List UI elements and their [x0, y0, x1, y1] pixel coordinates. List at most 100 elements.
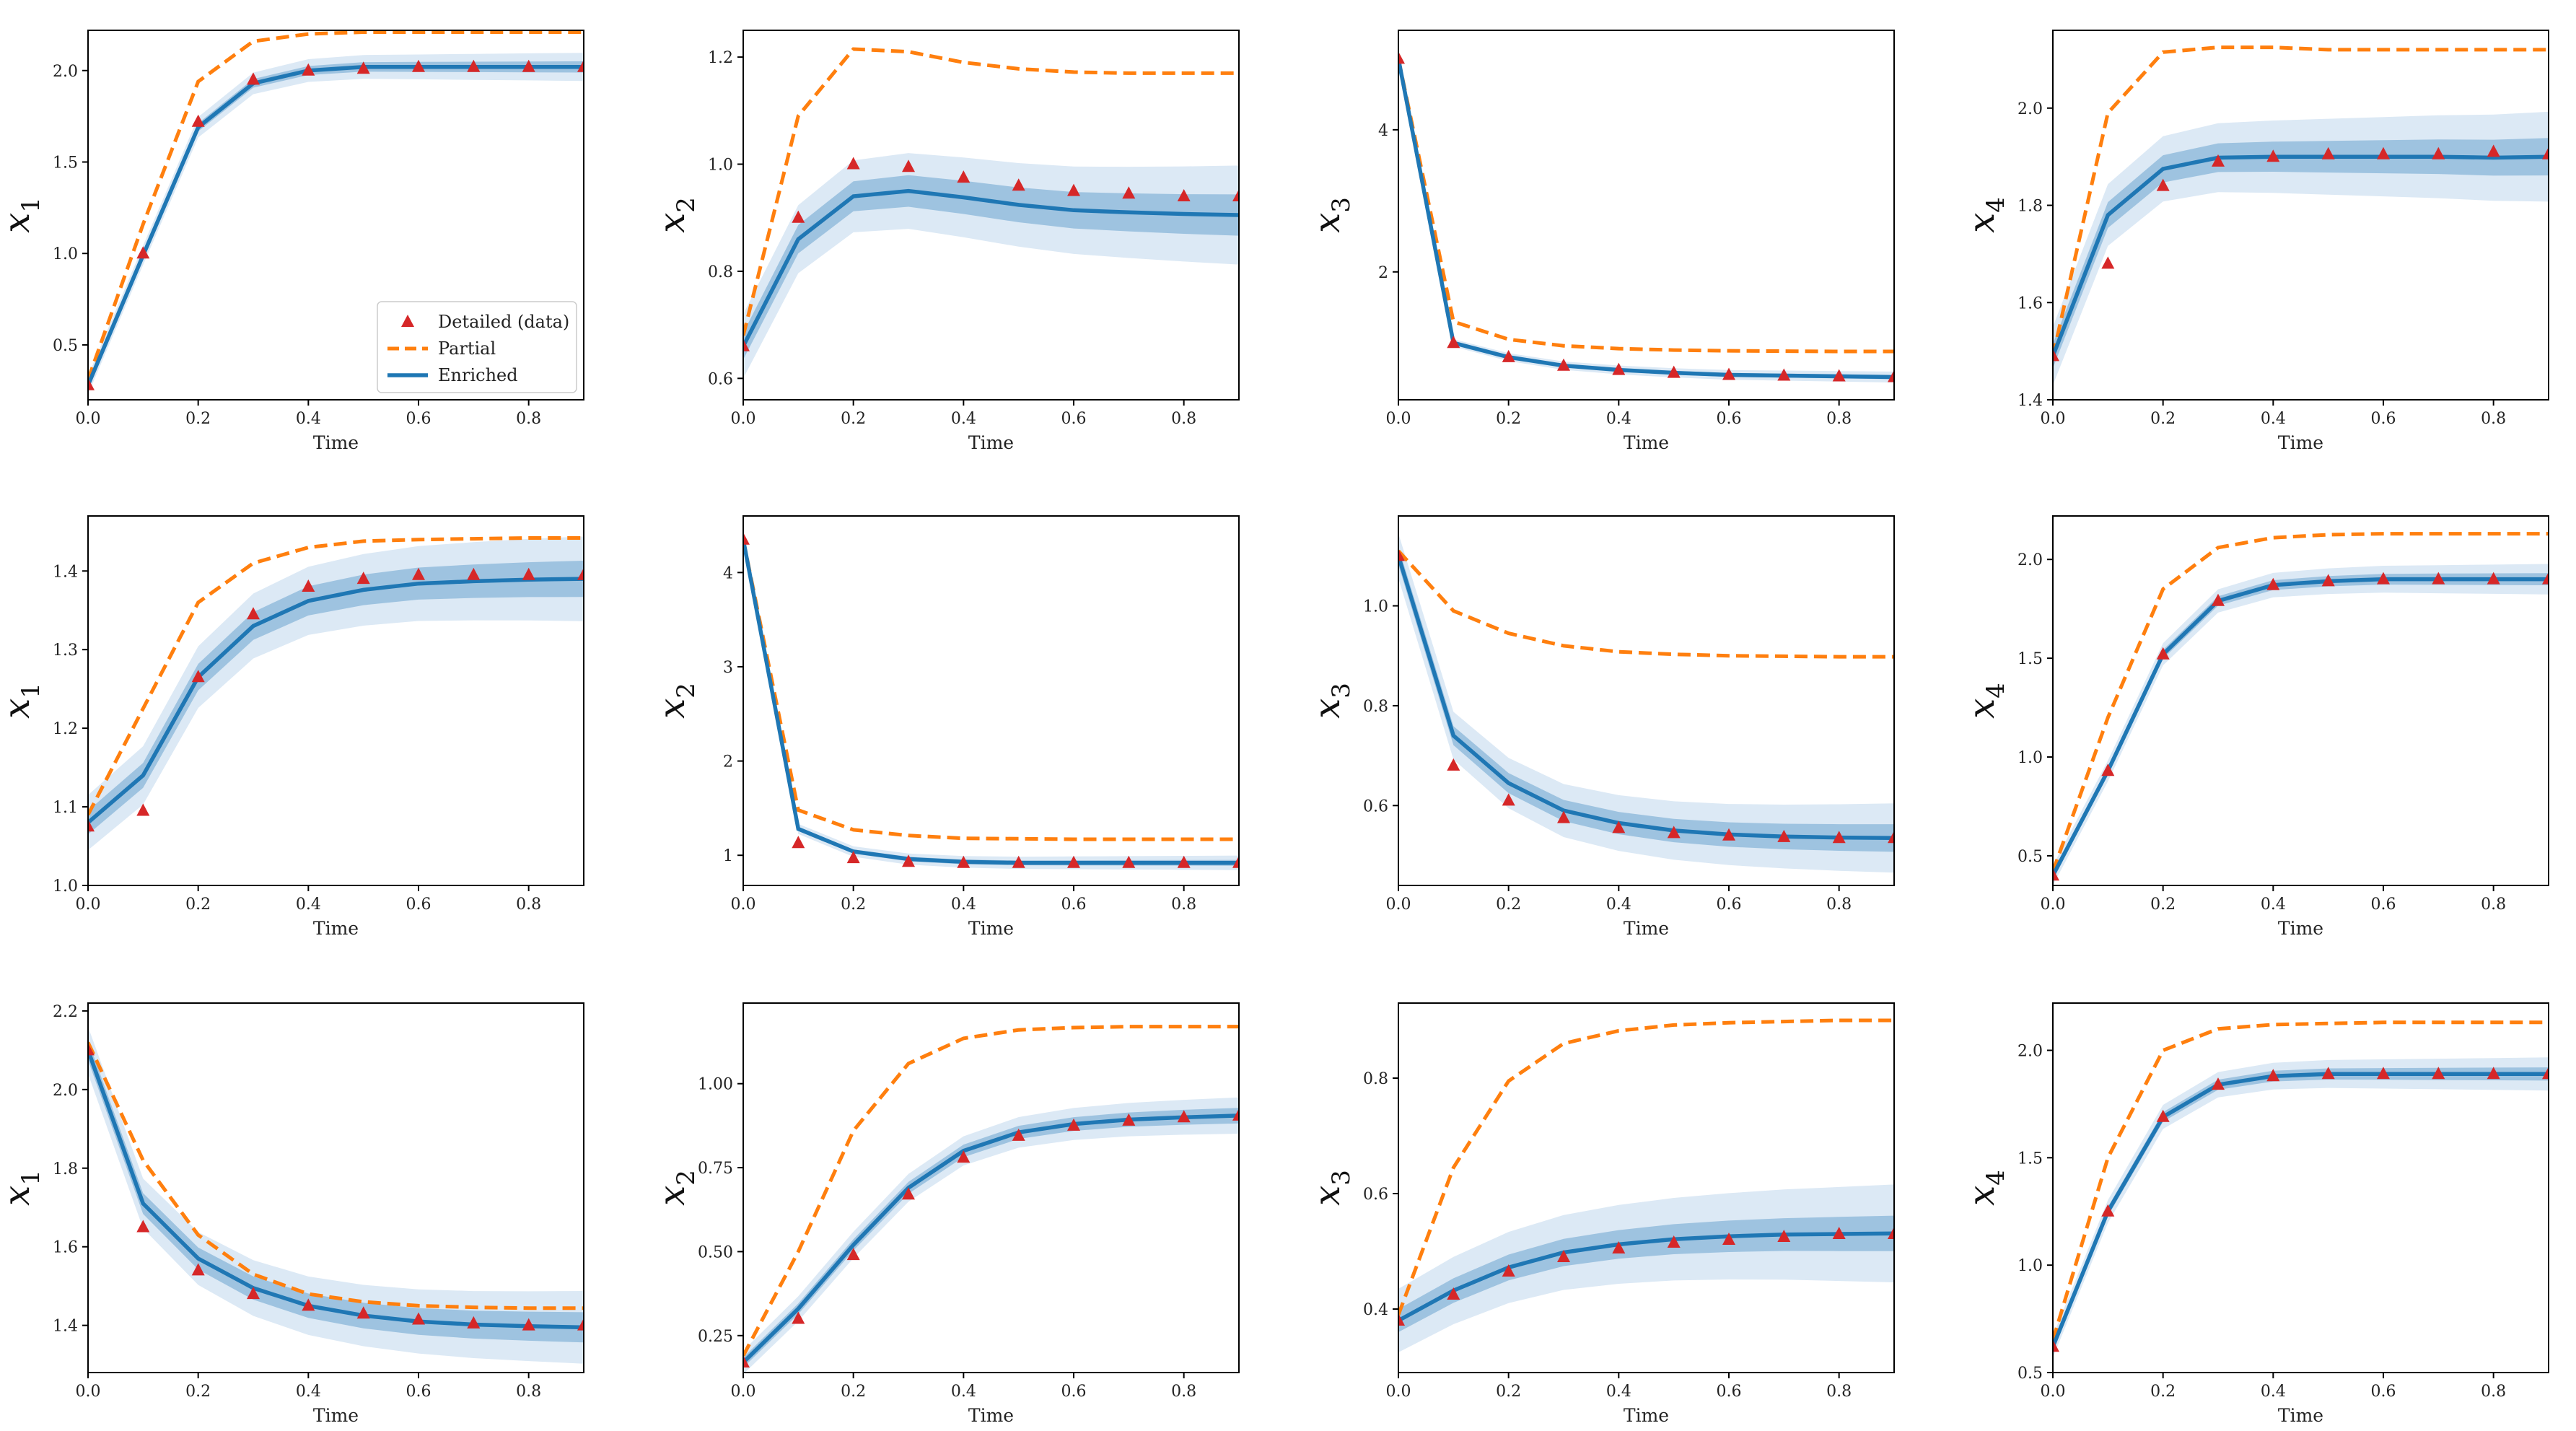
enriched-series-line: [743, 188, 1239, 348]
y-tick-label: 2: [1378, 264, 1388, 282]
detailed-data-point: [467, 567, 481, 580]
detailed-data-point: [1557, 810, 1570, 823]
plot-area: [2053, 1020, 2549, 1358]
x-axis-label: Time: [968, 918, 1014, 939]
detailed-data-point: [957, 1150, 971, 1163]
detailed-data-point: [1177, 1110, 1191, 1123]
enriched-series-line: [88, 64, 584, 386]
x-axis-label: Time: [968, 432, 1014, 453]
x-tick-label: 0.6: [2371, 896, 2396, 914]
partial-series-line: [2053, 45, 2549, 356]
subplot-2-4: 0.0 0.2 0.4 0.6 0.8 0.5 1.0 1.5 2.0 Time x4: [1961, 515, 2549, 939]
x-tick-label: 0.2: [185, 1383, 211, 1401]
detailed-data-point: [2542, 146, 2549, 159]
x-tick-label: 0.8: [1826, 896, 1852, 914]
detailed-data-point: [302, 1298, 315, 1311]
x-tick-label: 0.0: [1386, 410, 1411, 428]
enriched-outer-band: [1398, 1184, 1894, 1352]
y-axis-label: x4: [1961, 1170, 2010, 1206]
axes-frame: [1398, 30, 1895, 401]
enriched-series-line: [88, 577, 584, 824]
detailed-data-point: [247, 1287, 260, 1300]
y-tick-label: 1.0: [2018, 749, 2043, 767]
x-axis-label: Time: [2278, 432, 2323, 453]
detailed-data-point: [2266, 1069, 2280, 1082]
y-tick-label: 1.5: [53, 154, 78, 172]
detailed-data-point: [902, 159, 915, 172]
detailed-data-point: [1067, 183, 1080, 196]
y-tick-label: 1.1: [53, 799, 78, 817]
x-tick-label: 0.2: [1496, 410, 1521, 428]
x-tick-label: 0.4: [296, 410, 321, 428]
subplot-1-4: 0.0 0.2 0.4 0.6 0.8 1.4 1.6 1.8 2.0 Time x4: [1961, 30, 2549, 453]
y-tick-label: 0.5: [53, 337, 78, 355]
y-tick-label: 4: [1378, 122, 1388, 140]
enriched-series-line: [743, 539, 1239, 865]
y-tick-label: 2.0: [53, 1082, 78, 1100]
x-axis-label: Time: [313, 432, 359, 453]
detailed-data-point: [1722, 1233, 1735, 1245]
legend-detailed-label: Detailed (data): [438, 312, 569, 332]
x-tick-label: 0.0: [76, 896, 101, 914]
x-tick-label: 0.2: [841, 410, 866, 428]
plot-area: [1398, 1018, 1894, 1352]
detailed-data-point: [2266, 149, 2280, 162]
x-tick-label: 0.0: [2041, 896, 2066, 914]
detailed-data-point: [902, 1187, 915, 1200]
enriched-series-line: [1398, 58, 1894, 380]
x-tick-label: 0.4: [1606, 410, 1631, 428]
enriched-outer-band: [1398, 55, 1894, 383]
partial-series-line: [1398, 1018, 1894, 1316]
enriched-outer-band: [2053, 111, 2549, 385]
detailed-data-point: [1612, 362, 1626, 375]
x-tick-label: 0.8: [1171, 410, 1196, 428]
legend-detailed-marker: [401, 315, 414, 327]
y-tick-label: 1.2: [708, 49, 733, 67]
detailed-data-point: [2487, 572, 2500, 585]
plot-area: [88, 536, 584, 850]
x-axis-label: Time: [313, 1405, 359, 1426]
axes-frame: [2052, 515, 2549, 886]
detailed-data-point: [191, 670, 205, 683]
y-axis-label: x2: [651, 683, 701, 719]
x-tick-label: 0.0: [731, 896, 756, 914]
partial-series-line: [1398, 58, 1894, 354]
detailed-data-point: [2321, 146, 2335, 159]
x-tick-label: 0.4: [2261, 1383, 2286, 1401]
detailed-data-point: [467, 59, 481, 72]
detailed-data-point: [2377, 146, 2390, 159]
y-tick-label: 2: [723, 753, 733, 771]
subplot-1-1: 0.0 0.2 0.4 0.6 0.8 0.5 1.0 1.5 2.0 Time x1 Detaile…: [0, 30, 584, 453]
detailed-data-point: [1398, 51, 1405, 64]
x-tick-label: 0.2: [185, 896, 211, 914]
y-tick-label: 1.2: [53, 720, 78, 738]
subplot-1-3: 0.0 0.2 0.4 0.6 0.8 2 4 Time x3: [1306, 30, 1895, 453]
y-tick-label: 1.3: [53, 642, 78, 660]
partial-series-line: [88, 536, 584, 816]
plot-area: [1398, 51, 1894, 383]
x-tick-label: 0.2: [2150, 1383, 2176, 1401]
enriched-series-line: [1398, 1231, 1894, 1323]
detailed-data-point: [1122, 186, 1136, 199]
detailed-data-point: [846, 157, 860, 170]
enriched-outer-band: [743, 1097, 1239, 1373]
subplot-2-3: 0.0 0.2 0.4 0.6 0.8 0.6 0.8 1.0 Time x3: [1306, 515, 1895, 939]
subplot-3-3: 0.0 0.2 0.4 0.6 0.8 0.4 0.6 0.8 Time x3: [1306, 1002, 1895, 1426]
plot-area: [1398, 533, 1894, 873]
x-tick-label: 0.0: [76, 1383, 101, 1401]
y-axis-label: x4: [1961, 197, 2010, 233]
detailed-data-point: [412, 59, 425, 72]
detailed-data-point: [1502, 1264, 1515, 1277]
detailed-data-point: [1888, 831, 1894, 844]
detailed-data-point: [2212, 154, 2225, 167]
detailed-data-point: [1447, 336, 1460, 349]
y-tick-label: 1.0: [53, 245, 78, 263]
detailed-data-point: [1557, 1250, 1570, 1262]
x-tick-label: 0.2: [841, 896, 866, 914]
detailed-data-point: [2377, 572, 2390, 585]
enriched-series-line: [2053, 577, 2549, 877]
enriched-outer-band: [743, 535, 1239, 870]
plot-area: [743, 532, 1239, 870]
enriched-outer-band: [2053, 564, 2549, 885]
